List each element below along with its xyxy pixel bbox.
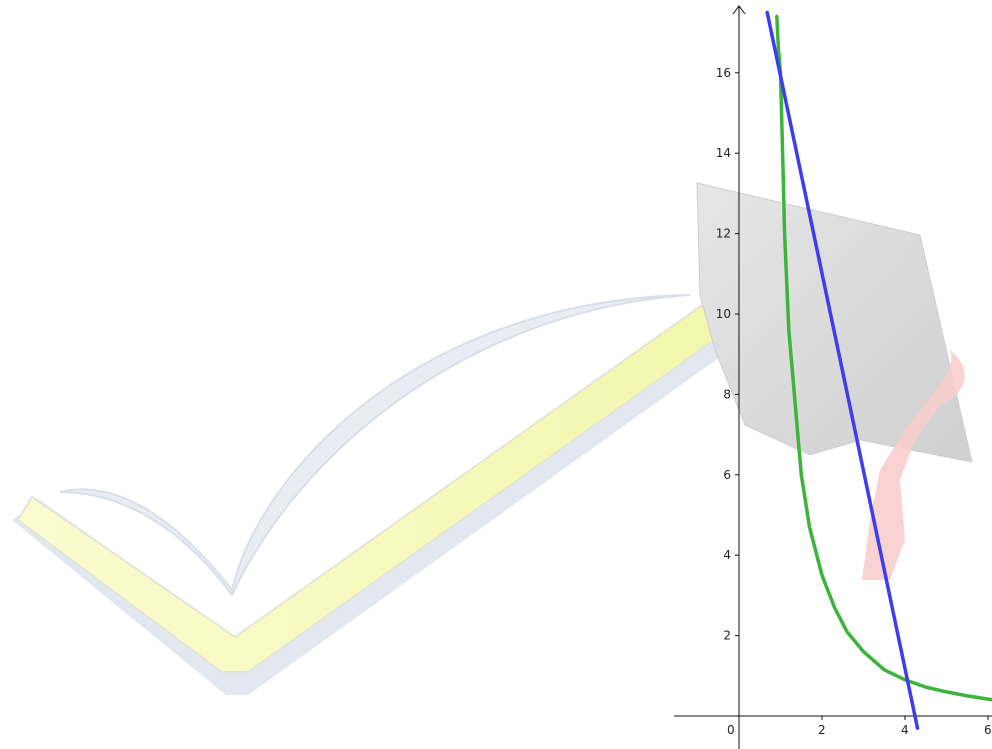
y-tick-label: 2 [723,629,731,643]
y-tick: 4 [723,548,739,562]
x-tick: 0 [727,723,735,737]
x-tick-label: 0 [727,723,735,737]
graduation-cap-icon [696,182,973,463]
y-axis-arrow-icon [732,5,746,15]
y-tick-label: 10 [716,307,731,321]
checkmark-body [16,303,726,673]
y-tick-label: 14 [716,146,731,160]
y-ticks: 2 4 6 8 10 12 14 16 [716,66,739,643]
y-tick: 12 [716,227,739,241]
axes [674,5,992,749]
y-tick-label: 16 [716,66,731,80]
watermark-logo [12,182,973,695]
green-curve-series [775,14,992,702]
y-tick: 6 [723,468,739,482]
x-tick: 6 [984,716,992,737]
x-ticks: 0 2 4 6 [727,716,992,737]
x-tick: 4 [901,716,909,737]
y-tick-label: 4 [723,548,731,562]
y-tick-label: 12 [716,227,731,241]
checkmark-swoosh [59,294,691,597]
y-tick-label: 6 [723,468,731,482]
x-tick-label: 4 [901,723,909,737]
y-tick: 16 [716,66,739,80]
x-tick: 2 [818,716,826,737]
cap-tassel [862,350,965,580]
y-tick: 10 [716,307,739,321]
x-tick-label: 2 [818,723,826,737]
y-tick: 14 [716,146,739,160]
y-tick: 2 [723,629,739,643]
y-tick-label: 8 [723,387,731,401]
y-tick: 8 [723,387,739,401]
series-layer [765,10,992,730]
blue-line-series [765,10,920,730]
x-tick-label: 6 [984,723,992,737]
